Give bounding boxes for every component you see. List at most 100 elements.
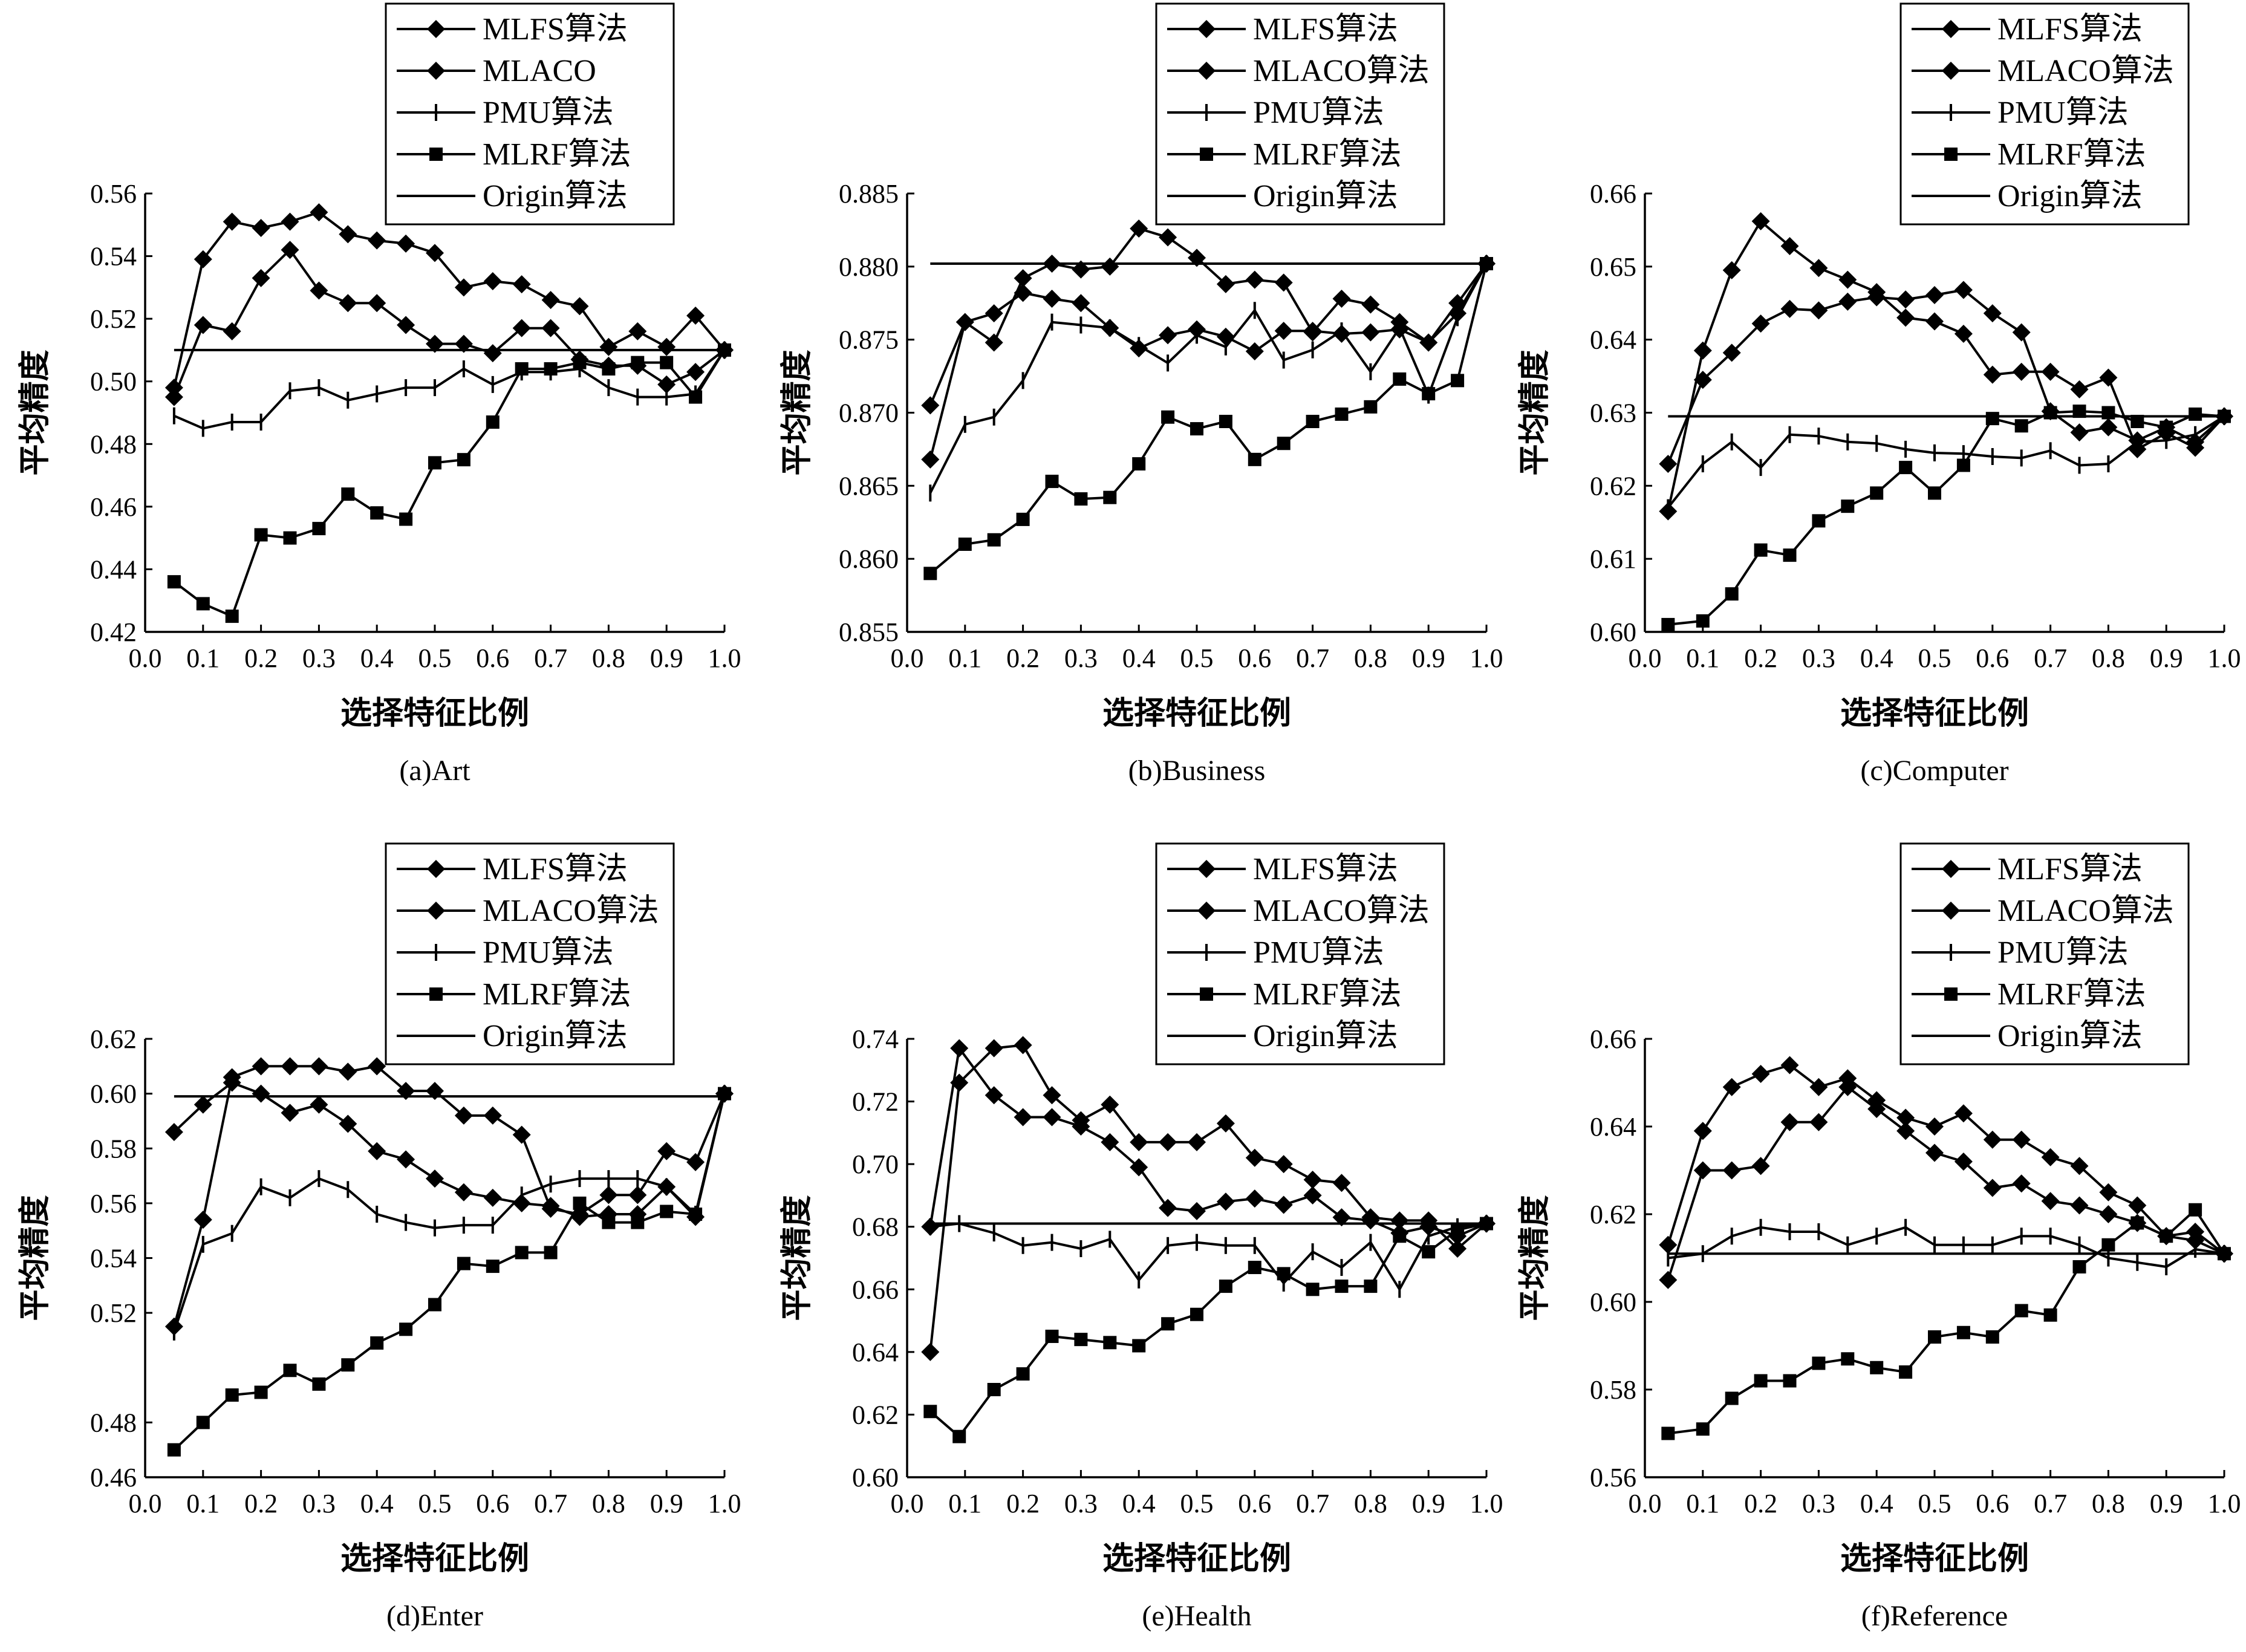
- y-tick-label: 0.56: [1590, 1463, 1636, 1492]
- data-point: [397, 316, 415, 334]
- series-1: [1659, 1078, 2233, 1289]
- y-tick-label: 0.860: [839, 544, 899, 574]
- data-point: [2070, 1196, 2089, 1215]
- data-point: [512, 319, 531, 337]
- data-point: [167, 575, 181, 589]
- data-point: [1219, 1280, 1232, 1293]
- data-point: [631, 356, 645, 369]
- data-point: [921, 1342, 940, 1361]
- legend-marker: [1944, 987, 1958, 1001]
- data-point: [1870, 486, 1884, 500]
- data-point: [370, 506, 384, 520]
- data-point: [223, 1073, 241, 1092]
- data-point: [1751, 1157, 1770, 1176]
- y-tick-label: 0.62: [90, 1024, 137, 1054]
- data-point: [1841, 499, 1855, 513]
- data-point: [1925, 285, 1944, 304]
- legend-label: Origin算法: [1253, 1019, 1398, 1053]
- y-tick-label: 0.885: [839, 179, 899, 209]
- data-point: [955, 313, 974, 331]
- data-point: [2014, 419, 2028, 433]
- series-3: [167, 343, 731, 623]
- x-tick-label: 0.6: [1238, 643, 1271, 673]
- x-tick-label: 0.5: [1918, 1489, 1951, 1518]
- y-tick-label: 0.42: [90, 617, 137, 647]
- data-point: [1045, 1329, 1059, 1343]
- legend-marker: [1200, 987, 1213, 1001]
- data-point: [541, 1197, 560, 1215]
- data-point: [628, 1186, 647, 1205]
- data-point: [985, 304, 1003, 323]
- x-tick-label: 0.1: [948, 1489, 981, 1518]
- y-tick-label: 0.44: [90, 554, 137, 584]
- legend-label: Origin算法: [483, 179, 628, 213]
- chart-panel-1: 0.855 0.860 0.865 0.870 0.875 0.880 0.885 0.0 0.…: [780, 2, 1503, 787]
- data-point: [1783, 548, 1797, 562]
- x-tick-label: 0.4: [1860, 1489, 1893, 1518]
- data-point: [1896, 1108, 1915, 1127]
- data-point: [599, 1186, 618, 1205]
- data-point: [1838, 1078, 1857, 1096]
- series-3: [167, 1087, 731, 1457]
- data-point: [1659, 455, 1678, 473]
- legend-label: Origin算法: [1997, 1019, 2143, 1053]
- x-tick-label: 0.9: [1412, 643, 1445, 673]
- x-tick-label: 0.1: [948, 643, 981, 673]
- series-0: [1659, 212, 2233, 521]
- data-point: [923, 1405, 937, 1419]
- legend-label: PMU算法: [1997, 935, 2129, 970]
- data-point: [1693, 341, 1712, 360]
- x-axis-title: 选择特征比例: [1102, 696, 1291, 731]
- series-line: [930, 1222, 1487, 1292]
- data-point: [686, 306, 705, 325]
- data-point: [1896, 1122, 1915, 1140]
- series-2: [1667, 408, 2225, 516]
- data-point: [1016, 1367, 1030, 1381]
- x-tick-label: 0.2: [1744, 1489, 1777, 1518]
- data-point: [2099, 418, 2118, 437]
- y-tick-label: 0.870: [839, 398, 899, 428]
- x-tick-label: 0.8: [1354, 643, 1387, 673]
- y-tick-label: 0.66: [852, 1275, 899, 1304]
- data-point: [1983, 304, 2002, 323]
- data-point: [1725, 1391, 1739, 1405]
- data-point: [660, 356, 674, 369]
- data-point: [252, 268, 270, 287]
- legend-marker: [1942, 860, 1960, 878]
- data-point: [2014, 1304, 2028, 1318]
- y-axis-title: 平均精度: [1517, 1195, 1552, 1321]
- series-3: [923, 257, 1493, 580]
- data-point: [1954, 325, 1973, 343]
- y-tick-label: 0.46: [90, 1463, 137, 1492]
- data-point: [1693, 1122, 1712, 1140]
- y-tick-label: 0.48: [90, 1408, 137, 1437]
- legend-label: MLRF算法: [483, 137, 631, 172]
- data-point: [312, 522, 326, 536]
- series-line: [929, 263, 1488, 574]
- data-point: [544, 1246, 558, 1260]
- data-point: [1130, 1133, 1148, 1151]
- data-point: [628, 322, 647, 340]
- data-point: [1043, 290, 1061, 308]
- x-tick-label: 0.6: [1976, 1489, 2009, 1518]
- data-point: [1277, 437, 1291, 450]
- legend-label: Origin算法: [483, 1019, 628, 1053]
- data-point: [1016, 512, 1030, 526]
- x-tick-label: 0.8: [592, 1489, 625, 1518]
- data-point: [1928, 486, 1941, 500]
- y-tick-label: 0.66: [1590, 1024, 1636, 1054]
- data-point: [1899, 461, 1913, 475]
- data-point: [2160, 1229, 2173, 1243]
- x-tick-label: 0.1: [186, 1489, 220, 1518]
- legend-marker: [1942, 62, 1960, 80]
- legend-marker: [1944, 148, 1958, 161]
- data-point: [1809, 301, 1828, 320]
- data-point: [1219, 415, 1232, 428]
- data-point: [283, 531, 297, 545]
- x-tick-label: 0.9: [650, 1489, 683, 1518]
- data-point: [1274, 322, 1293, 340]
- x-tick-label: 0.0: [891, 643, 924, 673]
- y-tick-label: 0.66: [1590, 179, 1636, 209]
- data-point: [1896, 290, 1915, 309]
- data-point: [515, 1246, 529, 1260]
